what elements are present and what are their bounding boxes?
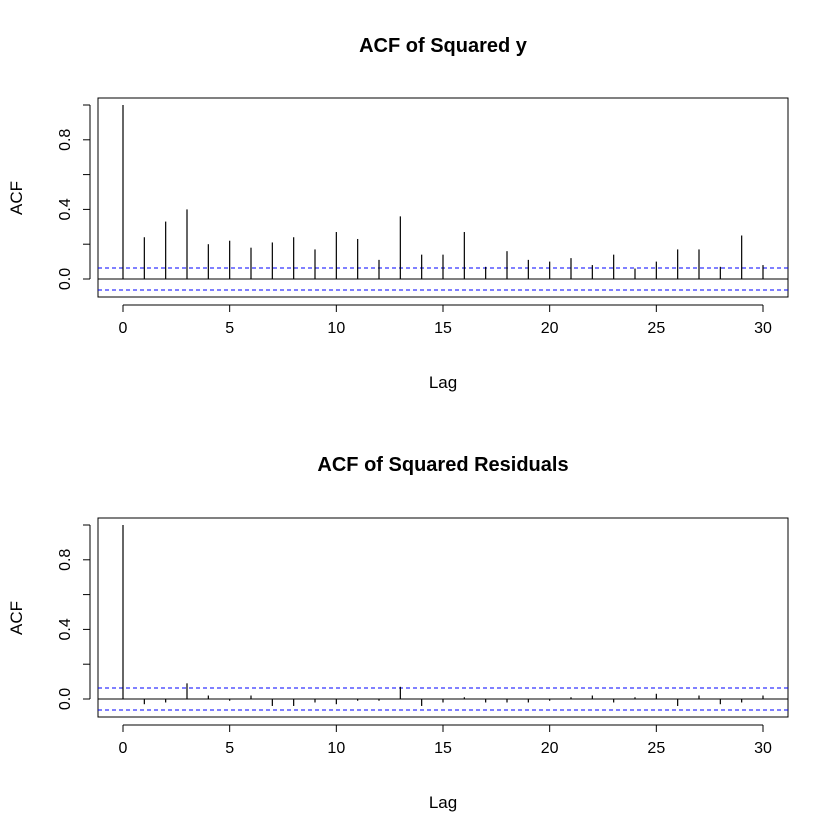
y-tick-label: 0.8 xyxy=(57,129,74,151)
y-axis: 0.0 0.4 0.8 xyxy=(57,104,91,290)
x-tick-label: 5 xyxy=(225,740,234,757)
chart-title: ACF of Squared y xyxy=(359,35,528,57)
x-tick-label: 10 xyxy=(327,320,345,337)
x-tick-label: 25 xyxy=(647,740,665,757)
y-tick-label: 0.4 xyxy=(57,618,74,640)
y-axis-label: ACF xyxy=(7,601,26,635)
x-tick-label: 30 xyxy=(754,320,772,337)
x-tick-label: 10 xyxy=(327,740,345,757)
x-tick-label: 30 xyxy=(754,740,772,757)
y-tick-label: 0.8 xyxy=(57,549,74,571)
x-axis-label: Lag xyxy=(429,793,457,812)
x-axis: 0 5 10 15 20 25 30 xyxy=(119,724,772,757)
x-axis-label: Lag xyxy=(429,373,457,392)
x-tick-label: 25 xyxy=(647,320,665,337)
acf-bars xyxy=(98,105,788,291)
x-tick-label: 20 xyxy=(541,740,559,757)
plot-frame xyxy=(97,517,789,718)
y-axis: 0.0 0.4 0.8 xyxy=(57,524,91,710)
x-tick-label: 15 xyxy=(434,320,452,337)
y-tick-label: 0.0 xyxy=(57,688,74,710)
acf-panel-squared-y: ACF of Squared y 0 5 10 15 20 25 30 0.00.40.8 … xyxy=(7,35,789,392)
x-axis: 0 5 10 15 20 25 30 xyxy=(119,304,772,337)
y-tick-label: 0.4 xyxy=(57,198,74,220)
y-axis-label: ACF xyxy=(7,181,26,215)
x-tick-label: 0 xyxy=(119,320,128,337)
x-tick-label: 0 xyxy=(119,740,128,757)
chart-title: ACF of Squared Residuals xyxy=(317,454,568,476)
x-tick-label: 15 xyxy=(434,740,452,757)
y-tick-label: 0.0 xyxy=(57,268,74,290)
acf-bars xyxy=(98,525,788,711)
x-tick-label: 20 xyxy=(541,320,559,337)
acf-panel-squared-residuals: ACF of Squared Residuals 0 5 10 15 20 25 30 0.… xyxy=(7,454,789,812)
plot-frame xyxy=(97,97,789,298)
x-tick-label: 5 xyxy=(225,320,234,337)
